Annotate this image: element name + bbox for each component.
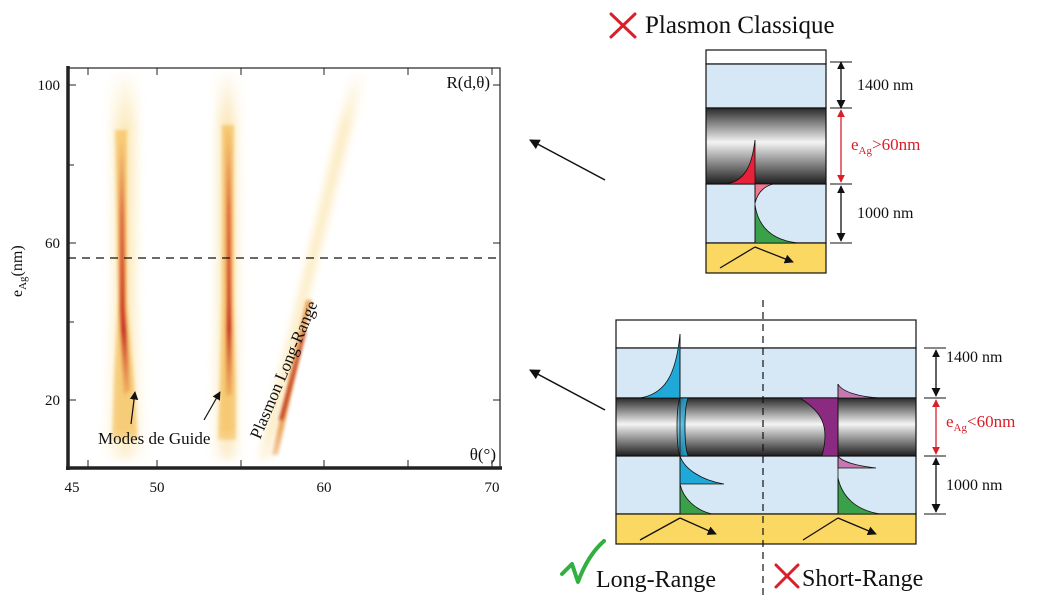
label-modes-de-guide: Modes de Guide	[98, 429, 210, 448]
coupled-structure: 1400 nm eAg<60nm 1000 nm Long-Range Shor…	[560, 300, 1015, 600]
link-arrow-bottom	[529, 369, 606, 411]
plot-corner-label: R(d,θ)	[446, 73, 490, 92]
map-intensity	[68, 68, 500, 468]
x-axis-label: θ(°)	[470, 445, 496, 464]
incident-ray	[719, 246, 756, 269]
classic-structure: Plasmon Classique 1400 nm eAg>60nm 1000 …	[609, 12, 920, 274]
field-profile-metal	[724, 139, 756, 185]
incident-ray-sr	[802, 517, 839, 541]
reflected-ray-lr	[679, 517, 717, 535]
silver-layer	[705, 107, 827, 185]
x-tick-label-50: 50	[150, 480, 165, 496]
bottom-buffer-layer-2	[615, 455, 917, 515]
link-arrow-top	[529, 139, 606, 181]
cap-layer	[615, 319, 917, 349]
reflected-ray-sr	[837, 517, 877, 536]
top-cap-layer	[705, 49, 827, 65]
y-tick-label-60: 60	[45, 236, 60, 252]
incident-ray-lr	[639, 517, 681, 541]
dim-label-1400-b: 1400 nm	[946, 349, 1003, 366]
thin-silver-layer	[615, 397, 917, 457]
top-buffer-layer	[705, 63, 827, 109]
x-tick-label-70: 70	[485, 480, 500, 496]
y-tick-label-20: 20	[45, 393, 60, 409]
dim-label-1000: 1000 nm	[857, 205, 914, 222]
field-profile-substrate	[754, 204, 799, 244]
x-tick-label-45: 45	[65, 480, 80, 496]
substrate-layer	[705, 242, 827, 274]
label-short-range: Short-Range	[802, 566, 923, 592]
cross-icon	[609, 12, 637, 39]
short-range-profile	[798, 383, 881, 515]
reflectivity-map: 45 50 60 70 100 60 20 eAg(nm) θ(°) R(d,θ…	[9, 66, 502, 496]
reflected-ray	[754, 246, 794, 264]
dim-label-silver-b: eAg<60nm	[946, 412, 1015, 434]
long-range-profile	[639, 333, 725, 515]
y-axis-label: eAg(nm)	[9, 245, 29, 297]
modes-arrow-1	[129, 391, 139, 425]
cross-icon-short-range	[774, 563, 800, 589]
check-icon	[560, 539, 606, 584]
x-tick-label-60: 60	[317, 480, 332, 496]
title-plasmon-classique: Plasmon Classique	[645, 12, 835, 39]
dim-label-1400: 1400 nm	[857, 77, 914, 94]
x-ticks	[87, 68, 493, 468]
modes-arrow-2	[203, 391, 221, 421]
y-ticks	[68, 84, 500, 401]
label-long-range: Long-Range	[596, 567, 716, 593]
substrate-layer-2	[615, 513, 917, 545]
dim-label-1000-b: 1000 nm	[946, 477, 1003, 494]
y-tick-label-100: 100	[38, 78, 61, 94]
dim-label-silver: eAg>60nm	[851, 135, 920, 157]
